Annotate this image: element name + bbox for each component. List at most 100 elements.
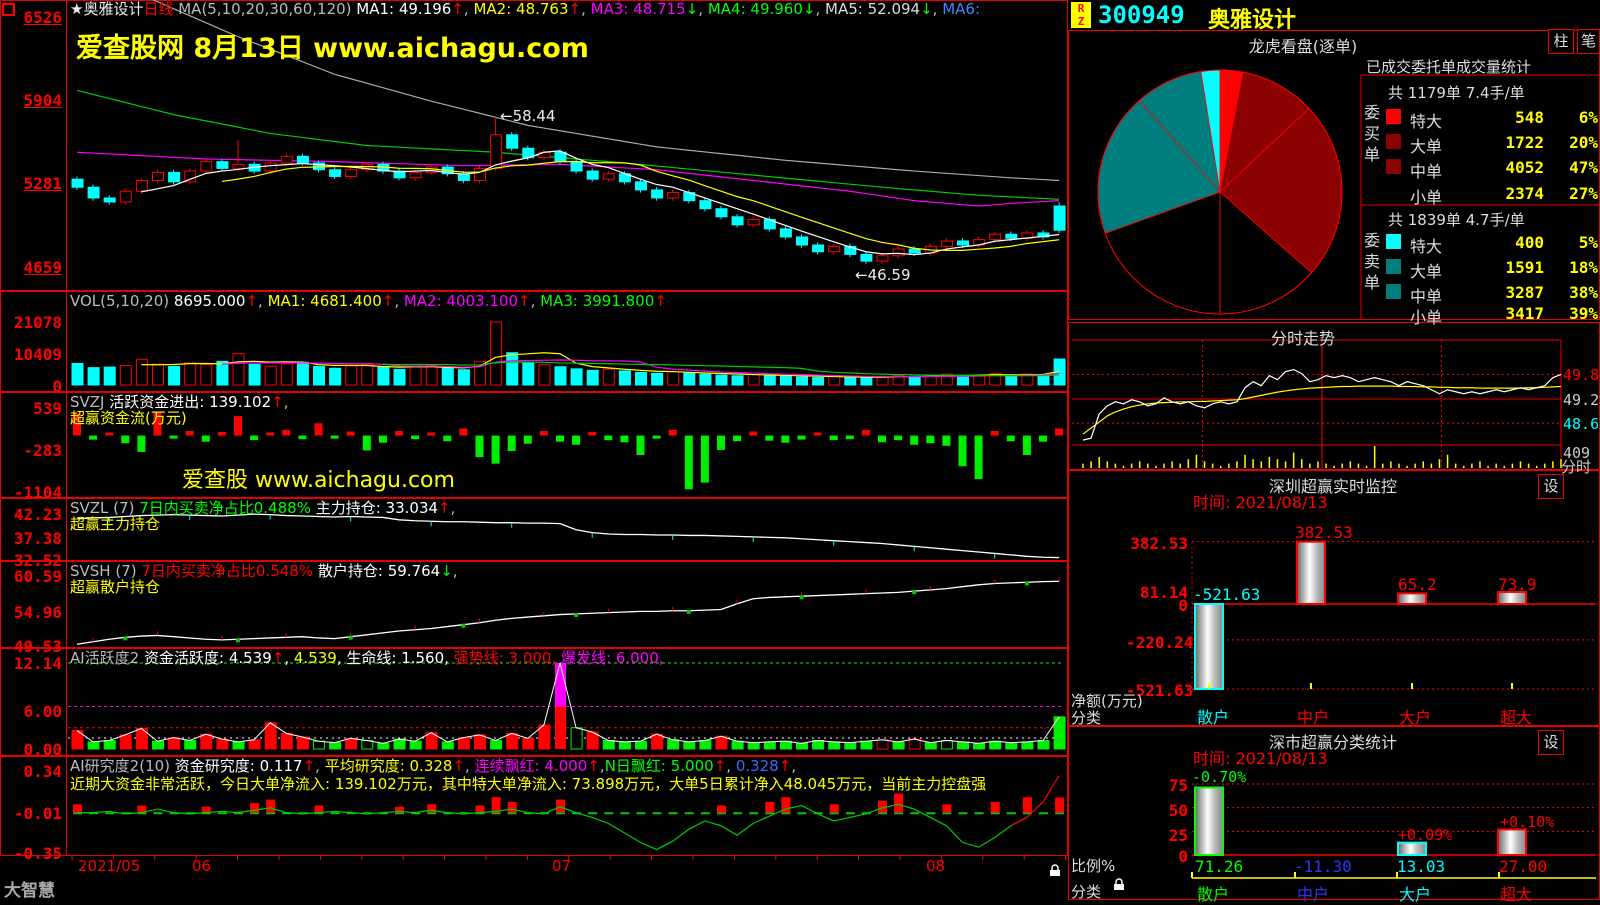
text-segment: , [283,393,289,411]
monitor-value-chaoda: 73.9 [1498,575,1537,594]
lock-icon[interactable] [1112,878,1126,891]
order-count: 3287 [1505,283,1544,302]
classify-cat-dahu: 大户 [1399,885,1432,904]
classify-value-dahu: 13.03 [1397,857,1446,876]
ai2-ytick: 0.34 [23,762,62,781]
text-segment: ↓ [440,562,453,580]
text-segment: , [463,0,474,18]
svzl-panel [0,498,1068,561]
text-segment: ↑ [518,292,531,310]
text-segment: 资金研究度: 0.117 [174,757,303,775]
ai-research-panel [0,756,1068,856]
order-count: 548 [1515,108,1544,127]
text-segment: ↑ [587,757,600,775]
monitor-cat-dahu: 大户 [1399,708,1432,727]
classify-title: 深市超赢分类统计 [1268,733,1397,752]
order-table-title: 已成交委托单成交量统计 [1366,58,1532,76]
svzj-subtitle: 超赢资金流(万元) [70,409,187,427]
classify-chart[interactable] [1068,726,1600,900]
order-swatch-大单 [1386,259,1401,274]
kline-ytick: 5281 [23,174,62,193]
classify-ytick: 50 [1168,801,1188,820]
svzj-ytick: -1104 [13,483,62,502]
fenshi-chart[interactable] [1068,322,1600,470]
app-logo: 大智慧 [4,881,55,901]
monitor-value-zhonghu: 382.53 [1295,523,1353,542]
ai2-ytick: -0.35 [13,844,62,863]
text-segment: ↑ [778,757,792,775]
text-segment: 主力持仓: 33.034 [310,499,439,517]
svsh-ytick: 60.59 [13,567,62,586]
volume-chart[interactable] [0,291,1068,392]
classify-time: 时间: 2021/08/13 [1193,749,1328,768]
fenshi-title: 分时走势 [1270,329,1335,348]
monitor-cat-zhonghu: 中户 [1297,708,1330,727]
text-segment: , [726,757,736,775]
svsh-panel [0,561,1068,648]
order-size-label: 中单 [1410,162,1443,181]
text-segment: AI研究度2(10) [70,757,175,775]
kline-panel [0,0,1068,291]
text-segment: , [452,562,458,580]
fenshi-low-ref: 48.67 [1563,415,1600,433]
text-segment: MA2: 48.763 [473,0,569,18]
monitor-ytick: -521.63 [1126,681,1194,700]
text-segment: , [284,649,294,667]
xaxis-label-jul: 07 [552,857,572,875]
svzj-chart[interactable] [0,392,1068,498]
ai-research-chart[interactable] [0,756,1068,856]
classify-ylabel: 比例% [1071,857,1116,875]
svsh-chart[interactable] [0,561,1068,648]
tick-mode-button[interactable]: 笔 [1577,29,1600,54]
monitor-chart[interactable] [1068,470,1600,726]
ai1-ytick: 0.00 [23,740,62,759]
text-segment: ★奥雅设计 [70,0,144,18]
monitor-value-sanhu: -521.63 [1193,585,1261,604]
text-segment: MA3: 3991.800 [540,292,655,310]
longhu-pie-chart[interactable] [1068,30,1600,320]
kline-ytick: 4659 [23,258,62,277]
classify-pct-dahu: +0.09% [1398,826,1453,844]
classify-ytick: 75 [1168,776,1188,795]
svzl-header: SVZL (7) 7日内买卖净占比0.488% 主力持仓: 33.034↑, [70,500,455,516]
svzj-header: SVZJ 活跃资金进出: 139.102↑, [70,394,288,410]
text-segment: 4.539 [293,649,337,667]
text-segment: ↑ [302,757,316,775]
svzl-ytick: 42.23 [13,505,62,524]
text-segment: ↑ [713,757,727,775]
text-segment: ↓ [920,0,933,18]
text-segment: ↑ [438,499,451,517]
text-segment: SVSH (7) [70,562,142,580]
text-segment: AI活跃度2 [70,649,144,667]
order-pct: 20% [1569,133,1598,152]
text-segment: 8695.000 [173,292,246,310]
svzl-chart[interactable] [0,498,1068,561]
monitor-cat-chaoda: 超大 [1500,708,1533,727]
svzj-panel [0,392,1068,498]
bar-mode-button[interactable]: 柱 [1548,29,1574,54]
ai-activity-chart[interactable] [0,648,1068,756]
classify-settings-button[interactable]: 设 [1538,730,1564,755]
kline-ytick: 5904 [23,91,62,110]
order-size-label: 特大 [1410,112,1443,131]
lock-icon[interactable] [1048,864,1062,877]
order-pct: 38% [1569,283,1598,302]
monitor-settings-button[interactable]: 设 [1538,474,1564,499]
text-segment: ↓ [685,0,699,18]
order-count: 1722 [1505,133,1544,152]
text-segment: , [394,292,404,310]
classify-cat-zhonghu: 中户 [1297,885,1330,904]
high-annotation: ←58.44 [500,107,556,125]
text-segment: MA3: 48.715 [590,0,686,18]
ai-research-header: AI研究度2(10) 资金研究度: 0.117↑, 平均研究度: 0.328↑,… [70,758,796,774]
fenshi-current-price: 49.88 [1563,366,1600,384]
text-segment: ↑ [451,0,464,18]
text-segment: MA6: [942,0,981,18]
kline-chart[interactable] [0,0,1068,291]
text-segment: , [698,0,708,18]
vol-header: VOL(5,10,20) 8695.000↑, MA1: 4681.400↑, … [70,293,667,309]
order-count: 2374 [1505,184,1544,203]
order-pct: 39% [1569,304,1598,323]
text-segment: ↑ [452,757,466,775]
fenshi-vol-scale: 409 [1563,444,1591,462]
